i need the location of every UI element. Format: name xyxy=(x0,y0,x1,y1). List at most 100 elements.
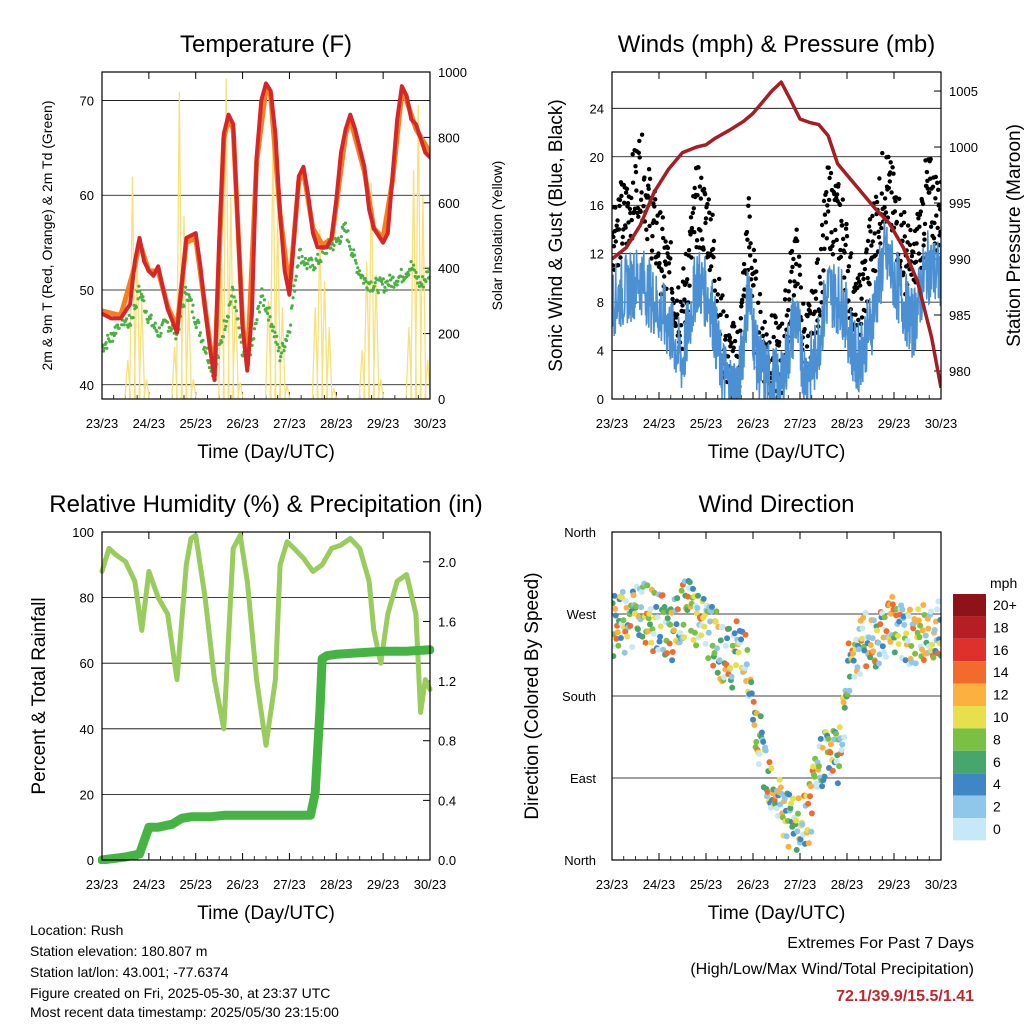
gust-point xyxy=(814,260,820,265)
gust-point xyxy=(844,221,849,227)
gust-point xyxy=(937,207,941,212)
gust-point xyxy=(626,220,631,225)
dewpoint-point xyxy=(231,288,235,292)
dewpoint-point xyxy=(186,299,190,303)
gust-point xyxy=(678,323,684,328)
gust-point xyxy=(710,212,715,217)
direction-point xyxy=(786,791,793,798)
dewpoint-point xyxy=(257,304,261,308)
direction-point xyxy=(861,647,868,654)
gust-point xyxy=(701,247,706,252)
gust-point xyxy=(916,251,922,256)
gust-point xyxy=(723,337,728,342)
direction-point xyxy=(738,636,745,643)
gust-point xyxy=(834,237,839,243)
gust-point xyxy=(865,275,870,281)
direction-point xyxy=(883,653,889,660)
dewpoint-point xyxy=(138,295,143,299)
winds-ylabel-right: Station Pressure (Maroon) xyxy=(1004,124,1024,347)
gust-point xyxy=(612,244,617,249)
dewpoint-point xyxy=(252,337,256,341)
gust-point xyxy=(777,340,782,345)
gust-point xyxy=(827,175,832,181)
dewpoint-point xyxy=(280,341,284,345)
direction-point xyxy=(613,635,620,642)
gust-point xyxy=(656,251,661,256)
temperature-xtick-label: 28/23 xyxy=(320,416,353,431)
winds-xtick-label: 24/23 xyxy=(643,416,676,431)
solar-insolation-spike xyxy=(143,379,150,399)
direction-point xyxy=(653,603,660,610)
direction-point xyxy=(750,716,757,723)
gust-point xyxy=(747,245,752,250)
recent-timestamp-text: Most recent data timestamp: 2025/05/30 2… xyxy=(30,1004,339,1020)
humidity-xtick-label: 27/23 xyxy=(273,877,306,892)
gust-point xyxy=(639,132,645,137)
dewpoint-point xyxy=(255,318,259,322)
dewpoint-point xyxy=(385,279,389,283)
direction-ytick-label: East xyxy=(570,771,596,786)
dewpoint-point xyxy=(348,247,353,251)
direction-point xyxy=(793,817,800,824)
gust-point xyxy=(868,229,873,234)
direction-point xyxy=(650,630,657,637)
direction-point xyxy=(755,761,762,768)
gust-point xyxy=(646,186,651,191)
gust-point xyxy=(843,226,849,231)
gust-point xyxy=(745,237,750,242)
gust-point xyxy=(746,203,751,208)
gust-point xyxy=(857,272,862,277)
dewpoint-point xyxy=(224,324,228,328)
gust-point xyxy=(824,236,829,241)
gust-point xyxy=(873,268,878,274)
solar-insolation-spike xyxy=(236,382,244,399)
direction-point xyxy=(619,588,626,595)
temperature-ytick-right-label: 0 xyxy=(438,392,445,407)
winds-ytick-right-label: 995 xyxy=(949,196,971,211)
gust-point xyxy=(860,272,866,277)
dewpoint-point xyxy=(406,270,410,274)
location-text: Location: Rush xyxy=(30,922,124,938)
gust-point xyxy=(612,234,616,240)
gust-point xyxy=(748,241,753,246)
gust-point xyxy=(855,285,860,291)
gust-point xyxy=(886,185,891,191)
dewpoint-point xyxy=(376,291,380,295)
direction-point xyxy=(841,734,848,741)
direction-point xyxy=(655,646,662,653)
gust-point xyxy=(720,293,725,298)
gust-point xyxy=(856,317,861,323)
direction-point xyxy=(627,622,634,629)
direction-point xyxy=(633,603,639,610)
dewpoint-point xyxy=(197,320,201,325)
direction-point xyxy=(883,628,890,635)
gust-point xyxy=(725,354,731,359)
dewpoint-point xyxy=(343,221,348,225)
gust-point xyxy=(701,186,707,192)
gust-point xyxy=(715,292,720,297)
dewpoint-point xyxy=(339,235,343,239)
direction-point xyxy=(902,657,909,664)
colorbar-swatch xyxy=(953,818,986,841)
solar-insolation-spike xyxy=(321,281,329,399)
direction-point xyxy=(664,615,671,622)
direction-point xyxy=(805,800,812,807)
gust-point xyxy=(663,239,668,244)
gust-point xyxy=(633,169,639,175)
direction-point xyxy=(895,641,902,647)
dewpoint-point xyxy=(230,285,234,289)
direction-point xyxy=(657,633,664,640)
dewpoint-point xyxy=(149,313,153,317)
dewpoint-point xyxy=(158,334,162,338)
gust-point xyxy=(825,203,830,208)
winds-ytick-right-label: 980 xyxy=(949,364,971,379)
direction-point xyxy=(936,640,941,647)
gust-point xyxy=(928,156,933,162)
dewpoint-point xyxy=(254,321,258,325)
dewpoint-point xyxy=(146,320,150,325)
gust-point xyxy=(936,203,941,208)
gust-point xyxy=(886,154,891,160)
direction-point xyxy=(648,639,655,646)
gust-point xyxy=(670,290,675,295)
direction-point xyxy=(614,629,621,636)
